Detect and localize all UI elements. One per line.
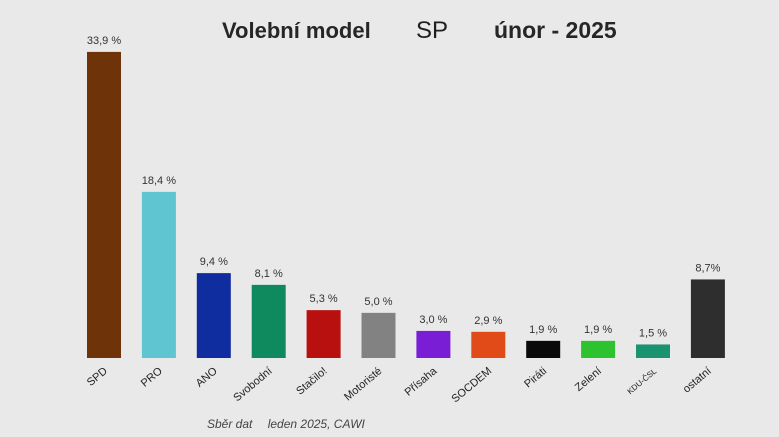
category-label-kdu-csl: KDU-ČSL bbox=[626, 366, 659, 396]
value-label-pirati: 1,9 % bbox=[529, 324, 557, 336]
value-label-ano: 9,4 % bbox=[200, 256, 228, 268]
value-label-motoriste: 5,0 % bbox=[364, 296, 392, 308]
category-label-svobodni: Svobodní bbox=[231, 365, 274, 404]
category-label-spd: SPD bbox=[85, 365, 110, 389]
bar-zeleni bbox=[581, 340, 616, 358]
value-label-kdu-csl: 1,5 % bbox=[639, 327, 667, 339]
value-label-stacilo: 5,3 % bbox=[310, 293, 338, 305]
bar-motoriste bbox=[361, 312, 396, 358]
value-label-spd: 33,9 % bbox=[87, 35, 121, 47]
value-label-prisaha: 3,0 % bbox=[419, 314, 447, 326]
chart-footer: Sběr dat leden 2025, CAWI bbox=[207, 417, 365, 431]
chart-title-main: Volební model bbox=[222, 18, 371, 43]
chart-title-agency: SP bbox=[416, 17, 449, 44]
bar-kdu-csl bbox=[636, 344, 670, 358]
bar-socdem bbox=[471, 331, 506, 358]
bar-ano bbox=[196, 273, 231, 358]
category-label-pirati: Piráti bbox=[522, 365, 549, 390]
bar-svobodni bbox=[251, 284, 286, 358]
bar-stacilo bbox=[306, 310, 341, 358]
value-label-svobodni: 8,1 % bbox=[255, 268, 283, 280]
chart-title-date: únor - 2025 bbox=[494, 17, 617, 43]
category-label-zeleni: Zelení bbox=[573, 365, 604, 394]
bar-prisaha bbox=[416, 330, 451, 358]
bar-pirati bbox=[526, 340, 561, 358]
value-label-pro: 18,4 % bbox=[142, 175, 176, 187]
bar-spd bbox=[87, 51, 121, 358]
value-label-socdem: 2,9 % bbox=[474, 315, 502, 327]
value-label-ostatni: 8,7% bbox=[695, 262, 720, 274]
bar-ostatni bbox=[690, 279, 725, 358]
category-label-ano: ANO bbox=[194, 365, 220, 390]
category-label-pro: PRO bbox=[139, 365, 165, 390]
footer-method: leden 2025, CAWI bbox=[267, 417, 365, 431]
category-label-ostatni: ostatní bbox=[681, 365, 714, 395]
category-label-prisaha: Přísaha bbox=[403, 365, 440, 399]
footer-source: Sběr dat bbox=[207, 417, 253, 431]
chart-title: Volební model SP únor - 2025 bbox=[0, 14, 779, 48]
bar-pro bbox=[141, 191, 176, 358]
value-label-zeleni: 1,9 % bbox=[584, 324, 612, 336]
category-label-stacilo: Stačilo! bbox=[294, 365, 329, 397]
category-label-motoriste: Motoristé bbox=[342, 365, 384, 403]
category-label-socdem: SOCDEM bbox=[450, 365, 495, 405]
